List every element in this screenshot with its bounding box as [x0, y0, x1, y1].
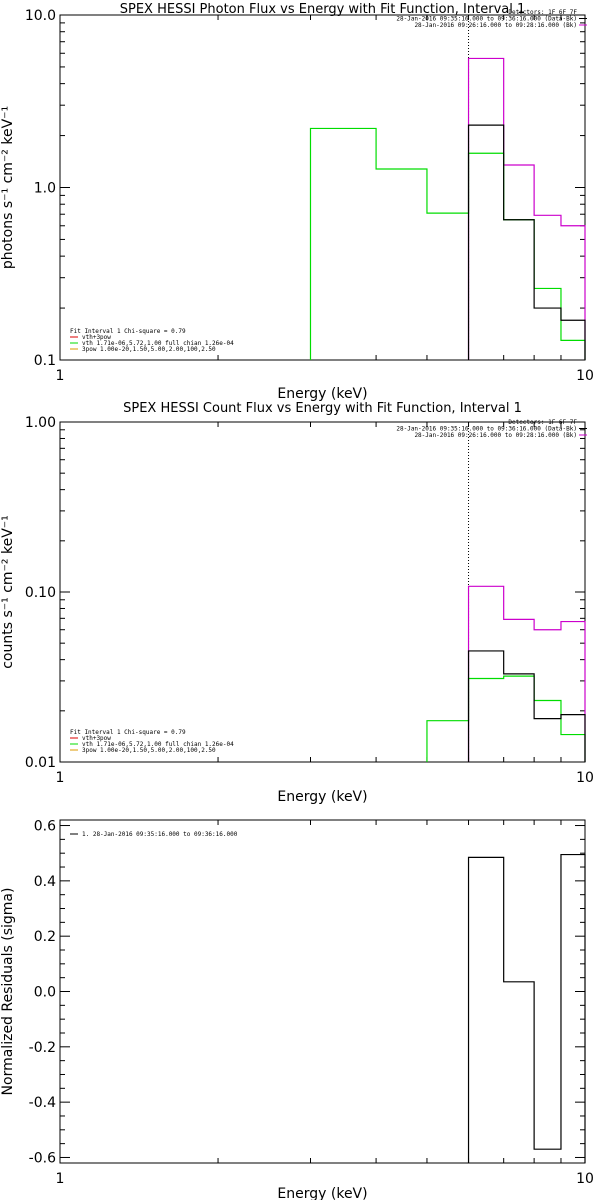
legend-right-text: Detectors: 1F 6F 7F: [508, 9, 577, 16]
panel-3: 1 10 Energy (keV) 0.6 0.4 0.2 0.0 -0.2 -0.4 -0.6 N…: [0, 819, 594, 1200]
x-tick-label: 10: [576, 770, 594, 786]
legend-left-text: 3pow 1.00e-20,1.50,5.00,2.00,100,2.50: [82, 346, 216, 353]
x-tick-label: 1: [56, 1171, 65, 1187]
y-tick-label: -0.6: [29, 1150, 56, 1166]
legend-left-text: 1. 28-Jan-2016 09:35:16.000 to 09:36:16.…: [82, 831, 238, 838]
x-tick-label: 1: [56, 368, 65, 384]
y-tick-label: 1.0: [34, 181, 56, 197]
series-bk: [467, 585, 586, 762]
y-tick-label: 0.01: [25, 755, 56, 771]
y-tick-label: 10.0: [25, 8, 56, 24]
plot-frame: [59, 14, 586, 361]
legend-left-text: vth 1.71e-06,5.72,1.00 full chian 1.26e-…: [82, 340, 234, 347]
y-tick-label: 0.10: [25, 585, 56, 601]
legend-left-text: vth 1.71e-06,5.72,1.00 full chian 1.26e-…: [82, 741, 234, 748]
legend-right-text: Detectors: 1F 6F 7F: [508, 419, 577, 426]
legend-right-text: 28-Jan-2016 09:26:16.000 to 09:28:16.000…: [414, 22, 577, 29]
x-tick-label: 1: [56, 770, 65, 786]
plot-frame: [59, 819, 586, 1164]
x-tick-label: 10: [576, 368, 594, 384]
y-axis-label: counts s⁻¹ cm⁻² keV⁻¹: [0, 515, 16, 669]
legend-left-text: vth+3pow: [82, 735, 111, 742]
y-tick-label: 0.4: [34, 874, 56, 890]
series-vth: [426, 675, 586, 762]
y-tick-label: 0.6: [34, 819, 56, 835]
legend-right-text: 28-Jan-2016 09:26:16.000 to 09:28:16.000…: [414, 432, 577, 439]
y-tick-label: -0.4: [29, 1095, 56, 1111]
series-vth: [309, 127, 586, 360]
x-axis-label: Energy (keV): [277, 1186, 367, 1200]
y-tick-label: 0.1: [34, 353, 56, 369]
legend-left-text: Fit Interval 1 Chi-square = 0.79: [70, 328, 186, 335]
y-axis-label: Normalized Residuals (sigma): [0, 888, 16, 1096]
y-tick-label: 0.0: [34, 985, 56, 1001]
plot-frame: [59, 421, 586, 763]
legend-left-text: Fit Interval 1 Chi-square = 0.79: [70, 729, 186, 736]
series-bk: [467, 57, 586, 360]
series-data-bk: [467, 650, 586, 762]
chart-title: SPEX HESSI Photon Flux vs Energy with Fi…: [120, 2, 526, 17]
legend-right-text: 28-Jan-2016 09:35:16.000 to 09:36:16.000…: [396, 16, 577, 23]
legend-right-text: 28-Jan-2016 09:35:16.000 to 09:36:16.000…: [396, 426, 577, 433]
legend-left-text: vth+3pow: [82, 334, 111, 341]
chart-title: SPEX HESSI Count Flux vs Energy with Fit…: [123, 401, 522, 416]
legend-left-text: 3pow 1.00e-20,1.50,5.00,2.00,100,2.50: [82, 747, 216, 754]
x-axis-label: Energy (keV): [277, 386, 367, 402]
y-axis-label: photons s⁻¹ cm⁻² keV⁻¹: [0, 106, 16, 269]
series-residuals: [467, 853, 586, 1163]
panel-1: SPEX HESSI Photon Flux vs Energy with Fi…: [0, 2, 594, 402]
x-tick-label: 10: [576, 1171, 594, 1187]
series-data-bk: [467, 124, 586, 360]
panel-2: SPEX HESSI Count Flux vs Energy with Fit…: [0, 401, 594, 805]
x-axis-label: Energy (keV): [277, 789, 367, 805]
y-tick-label: -0.2: [29, 1040, 56, 1056]
y-tick-label: 0.2: [34, 929, 56, 945]
y-tick-label: 1.00: [25, 415, 56, 431]
